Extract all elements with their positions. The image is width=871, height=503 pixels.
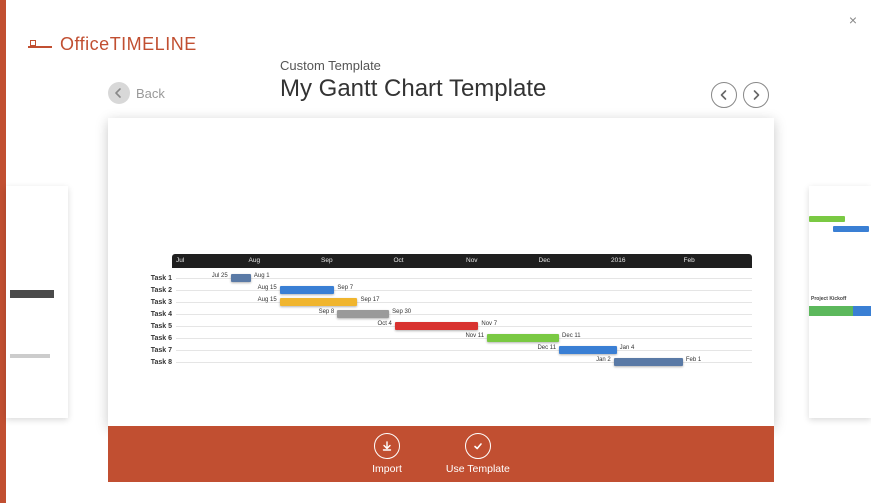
check-icon — [465, 433, 491, 459]
gantt-task-row: Task 8 Jan 2 Feb 1 — [130, 356, 752, 368]
import-button[interactable]: Import — [372, 433, 402, 475]
gantt-task-label: Task 6 — [130, 335, 176, 342]
gantt-task-track: Oct 4 Nov 7 — [176, 320, 752, 332]
gantt-bar-start-label: Aug 15 — [258, 297, 277, 303]
gantt-month-cell: Nov — [462, 254, 535, 268]
gantt-bar-start-label: Jul 25 — [212, 273, 228, 279]
gantt-month-cell: Aug — [245, 254, 318, 268]
gantt-task-bar — [487, 334, 559, 342]
next-template-button[interactable] — [743, 82, 769, 108]
gantt-bar-start-label: Jan 2 — [596, 357, 611, 363]
gantt-task-row: Task 3 Aug 15 Sep 17 — [130, 296, 752, 308]
template-preview-card: JulAugSepOctNovDec2016Feb Task 1 Jul 25 Au… — [108, 118, 774, 426]
app-logo: OfficeTIMELINE — [28, 34, 197, 55]
peek-bar — [809, 216, 845, 222]
gantt-bar-start-label: Aug 15 — [258, 285, 277, 291]
close-button[interactable]: × — [849, 12, 857, 28]
gantt-bar-end-label: Dec 11 — [562, 333, 581, 339]
gantt-task-label: Task 7 — [130, 347, 176, 354]
back-label: Back — [136, 86, 165, 101]
gantt-task-track: Jul 25 Aug 1 — [176, 272, 752, 284]
template-nav — [711, 82, 769, 108]
gantt-bar-end-label: Sep 7 — [337, 285, 353, 291]
gantt-bar-start-label: Nov 11 — [465, 333, 484, 339]
gantt-task-bar — [337, 310, 389, 318]
import-label: Import — [372, 463, 402, 475]
gantt-month-cell: Feb — [680, 254, 753, 268]
gantt-bar-start-label: Oct 4 — [378, 321, 392, 327]
gantt-task-track: Sep 8 Sep 30 — [176, 308, 752, 320]
gantt-month-cell: Jul — [172, 254, 245, 268]
gantt-month-header: JulAugSepOctNovDec2016Feb — [172, 254, 752, 268]
back-button[interactable]: Back — [108, 82, 165, 104]
title-block: Custom Template My Gantt Chart Template — [280, 58, 546, 103]
gantt-task-track: Aug 15 Sep 7 — [176, 284, 752, 296]
logo-text-timeline: TIMELINE — [110, 34, 197, 54]
action-footer: Import Use Template — [108, 426, 774, 482]
use-template-label: Use Template — [446, 463, 510, 475]
download-icon — [374, 433, 400, 459]
gantt-task-label: Task 3 — [130, 299, 176, 306]
gantt-task-row: Task 6 Nov 11 Dec 11 — [130, 332, 752, 344]
gantt-task-row: Task 5 Oct 4 Nov 7 — [130, 320, 752, 332]
gantt-task-label: Task 8 — [130, 359, 176, 366]
gantt-task-bar — [280, 298, 358, 306]
gantt-month-cell: 2016 — [607, 254, 680, 268]
next-template-peek[interactable]: Project Kickoff — [809, 186, 871, 418]
gantt-task-track: Nov 11 Dec 11 — [176, 332, 752, 344]
logo-icon — [28, 36, 52, 54]
peek-bar — [833, 226, 869, 232]
gantt-month-cell: Sep — [317, 254, 390, 268]
gantt-task-track: Jan 2 Feb 1 — [176, 356, 752, 368]
gantt-bar-end-label: Jan 4 — [620, 345, 635, 351]
page-title: My Gantt Chart Template — [280, 75, 546, 103]
logo-text: OfficeTIMELINE — [60, 34, 197, 55]
gantt-task-label: Task 1 — [130, 275, 176, 282]
use-template-button[interactable]: Use Template — [446, 433, 510, 475]
gantt-bar-end-label: Sep 30 — [392, 309, 411, 315]
gantt-bar-end-label: Aug 1 — [254, 273, 270, 279]
gantt-month-cell: Oct — [390, 254, 463, 268]
gantt-task-row: Task 1 Jul 25 Aug 1 — [130, 272, 752, 284]
logo-text-office: Office — [60, 34, 110, 54]
gantt-task-bar — [395, 322, 479, 330]
gantt-chart: JulAugSepOctNovDec2016Feb Task 1 Jul 25 Au… — [130, 254, 752, 404]
gantt-task-label: Task 4 — [130, 311, 176, 318]
gantt-task-bar — [231, 274, 251, 282]
peek-project-label: Project Kickoff — [811, 296, 846, 302]
gantt-month-cell: Dec — [535, 254, 608, 268]
back-arrow-icon — [108, 82, 130, 104]
gantt-bar-end-label: Sep 17 — [360, 297, 379, 303]
gantt-task-track: Aug 15 Sep 17 — [176, 296, 752, 308]
gantt-task-bar — [614, 358, 683, 366]
gantt-task-label: Task 2 — [130, 287, 176, 294]
gantt-bar-start-label: Sep 8 — [319, 309, 335, 315]
gantt-task-track: Dec 11 Jan 4 — [176, 344, 752, 356]
gantt-bar-end-label: Nov 7 — [481, 321, 497, 327]
prev-template-button[interactable] — [711, 82, 737, 108]
gantt-task-row: Task 7 Dec 11 Jan 4 — [130, 344, 752, 356]
gantt-task-row: Task 2 Aug 15 Sep 7 — [130, 284, 752, 296]
prev-template-peek[interactable] — [6, 186, 68, 418]
gantt-bar-end-label: Feb 1 — [686, 357, 701, 363]
template-category: Custom Template — [280, 58, 546, 73]
gantt-task-label: Task 5 — [130, 323, 176, 330]
gantt-task-bar — [559, 346, 617, 354]
gantt-bar-start-label: Dec 11 — [537, 345, 556, 351]
gantt-task-row: Task 4 Sep 8 Sep 30 — [130, 308, 752, 320]
gantt-task-bar — [280, 286, 335, 294]
